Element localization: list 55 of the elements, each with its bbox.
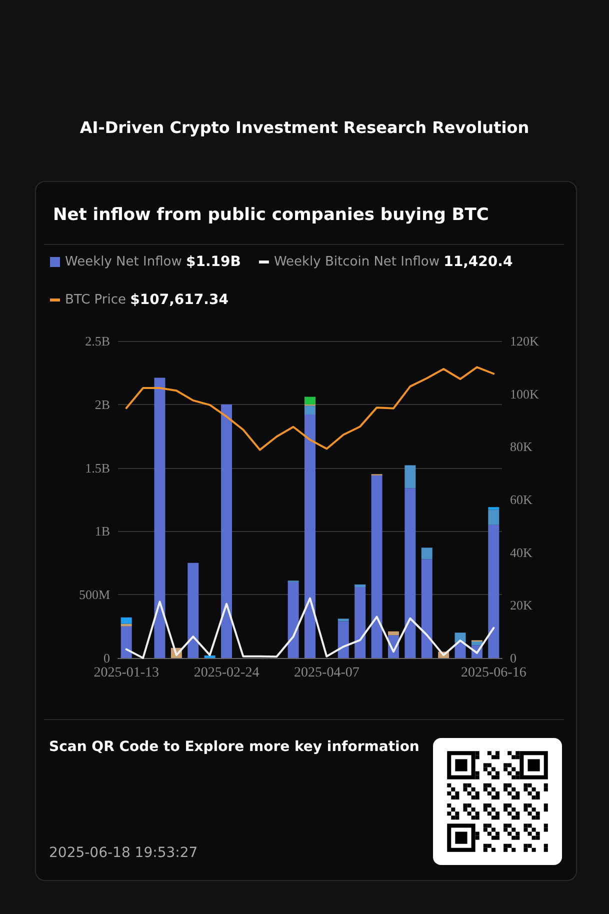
bar	[488, 507, 500, 510]
bar	[488, 524, 500, 658]
bar	[371, 475, 382, 658]
bar	[454, 642, 466, 658]
bar	[120, 626, 132, 658]
bar	[304, 396, 316, 404]
bar	[120, 624, 132, 626]
bar	[388, 631, 399, 636]
bar	[154, 378, 166, 658]
y2-tick-label: 40K	[510, 544, 533, 560]
bar	[354, 584, 366, 587]
bar	[421, 548, 432, 560]
bar	[488, 510, 500, 525]
bar	[404, 488, 416, 658]
x-tick-label: 2025-06-16	[460, 666, 526, 680]
y2-tick-label: 100K	[510, 386, 540, 402]
y-tick-label: 0	[104, 650, 110, 666]
y2-tick-label: 60K	[510, 492, 533, 507]
text: Scan QR Code to Explore more key information	[49, 739, 420, 755]
text: 11,420.4	[444, 254, 513, 270]
line-series	[125, 597, 495, 659]
bar	[338, 621, 349, 658]
y2-tick-label: 20K	[510, 598, 533, 613]
bar	[421, 559, 432, 658]
y2-tick-label: 80K	[510, 439, 533, 454]
y2-tick-label: 120K	[510, 334, 540, 348]
x-tick-label: 2025-01-13	[94, 666, 160, 680]
y-tick-label: 1B	[94, 524, 110, 539]
bar	[120, 617, 132, 624]
legend-label: Weekly Bitcoin Net Inflow	[274, 254, 444, 270]
chart-title: Net inflow from public companies buying BTC	[53, 205, 489, 225]
bar	[404, 465, 416, 488]
bar	[304, 414, 316, 658]
x-tick-label: 2025-04-07	[294, 666, 360, 680]
bar	[204, 655, 216, 658]
bar	[188, 562, 199, 658]
legend-label: Weekly Net Inflow	[65, 254, 186, 270]
y-tick-label: 1.5B	[85, 460, 110, 476]
bar	[304, 406, 316, 415]
line-series	[125, 366, 495, 451]
bar	[354, 586, 366, 658]
legend-label: BTC Price	[65, 292, 130, 308]
y-tick-label: 2B	[94, 396, 110, 412]
bar	[288, 582, 299, 658]
y-tick-label: 500M	[78, 587, 110, 602]
bar	[221, 404, 232, 658]
y-tick-label: 2.5B	[85, 334, 110, 348]
text: 2025-06-18 19:53:27	[49, 845, 198, 861]
text: $1.19B	[186, 254, 241, 270]
bar	[338, 618, 349, 622]
x-tick-label: 2025-02-24	[194, 666, 260, 680]
bar	[471, 642, 482, 646]
text: $107,617.34	[130, 292, 229, 308]
chart-subtitle: AI-Driven Crypto Investment Research Revolution	[78, 118, 530, 137]
y2-tick-label: 0	[510, 650, 516, 666]
